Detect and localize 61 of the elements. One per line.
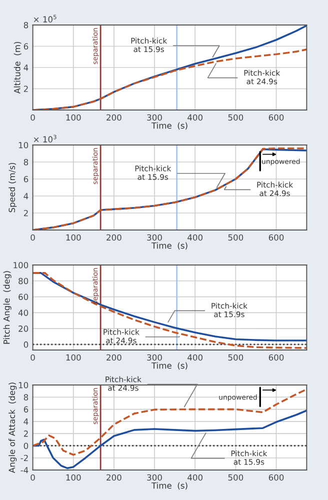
x-tick-label: 200 (106, 354, 122, 361)
x-tick-label: 500 (228, 234, 244, 241)
y-tick-label: 10 (18, 382, 28, 388)
x-tick-label: 300 (147, 354, 162, 361)
x-axis-title: Time (s) (151, 482, 188, 490)
y-tick-label: 4 (24, 418, 28, 425)
x-tick-label: 400 (188, 234, 202, 241)
y-tick-label: 6 (24, 406, 28, 413)
x-tick-label: 500 (228, 474, 244, 481)
y-tick-label: -2 (20, 454, 28, 462)
x-tick-label: 0 (30, 114, 35, 121)
x-tick-label: 200 (106, 474, 122, 481)
y-axis-title: Pitch Angle (deg) (3, 271, 12, 344)
x-tick-label: 0 (30, 354, 35, 361)
y-tick-label: 2 (24, 86, 28, 92)
x-tick-label: 300 (147, 234, 162, 241)
y-tick-label: 0 (24, 341, 28, 348)
y-tick-label: 6 (24, 43, 28, 50)
x-tick-label: 500 (228, 354, 244, 361)
x-axis-title: Time (s) (151, 362, 188, 370)
x-tick-label: 300 (147, 474, 162, 481)
x-tick-label: 400 (188, 114, 202, 121)
x-tick-label: 100 (66, 354, 81, 361)
y-tick-label: 8 (24, 394, 28, 400)
y-axis-title: Speed (m/s) (8, 162, 17, 212)
y-tick-label: 8 (24, 158, 28, 166)
x-tick-label: 300 (147, 114, 162, 121)
y-tick-label: 2 (24, 210, 28, 216)
y-tick-label: 2 (24, 430, 28, 437)
x-tick-label: 100 (66, 234, 81, 241)
y-tick-label: 80 (18, 278, 28, 284)
x-tick-label: 200 (106, 114, 122, 121)
x-tick-label: 100 (66, 474, 81, 481)
x-tick-label: 0 (30, 234, 35, 241)
x-axis-title: Time (s) (151, 122, 188, 130)
x-tick-label: 600 (268, 234, 284, 241)
x-tick-label: 600 (268, 474, 284, 481)
x-tick-label: 500 (228, 114, 244, 121)
x-tick-label: 200 (106, 234, 122, 241)
text: × 10$^{5}$ (34, 14, 56, 22)
y-axis-title: Angle of Attack (deg) (8, 382, 17, 474)
y-tick-label: 10 (18, 142, 28, 148)
y-tick-label: -4 (20, 467, 28, 474)
x-tick-label: 100 (66, 114, 81, 121)
x-tick-label: 400 (188, 474, 202, 481)
y-tick-label: 40 (18, 310, 28, 316)
text: × 10$^{3}$ (34, 134, 56, 142)
y-axis-title: Altitude (m) (14, 42, 22, 94)
y-tick-label: 100 (14, 262, 28, 268)
y-tick-label: 20 (18, 326, 28, 332)
y-tick-label: 8 (24, 22, 28, 28)
y-tick-label: 4 (24, 64, 28, 71)
x-tick-label: 600 (268, 114, 284, 121)
y-tick-label: 6 (24, 176, 28, 182)
y-tick-label: 4 (24, 193, 28, 200)
x-tick-label: 0 (30, 474, 35, 481)
y-tick-label: 0 (24, 442, 28, 449)
y-tick-label: 60 (18, 294, 28, 300)
x-tick-label: 600 (268, 354, 284, 361)
x-axis-title: Time (s) (151, 242, 188, 250)
x-tick-label: 400 (188, 354, 202, 361)
